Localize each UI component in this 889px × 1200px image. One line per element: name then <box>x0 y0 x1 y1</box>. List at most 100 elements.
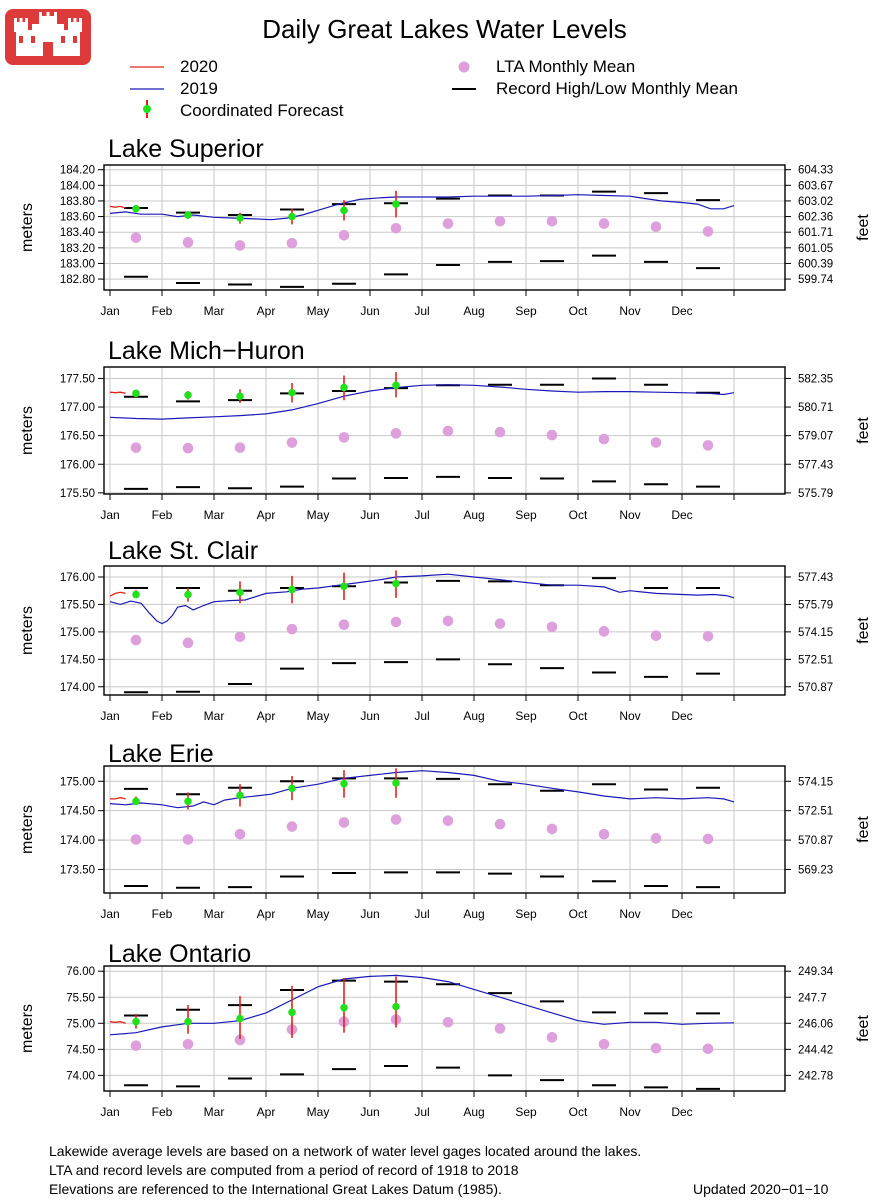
y2-tick-label: 246.06 <box>798 1018 833 1030</box>
y2-tick-label: 601.71 <box>798 227 833 239</box>
lta-point <box>234 631 246 643</box>
lta-point <box>390 616 402 628</box>
lta-point <box>598 433 610 445</box>
y-tick-label: 175.50 <box>60 599 95 611</box>
x-tick-label: Jun <box>360 907 379 921</box>
x-tick-label: Sep <box>515 907 537 921</box>
forecast-point <box>288 212 296 221</box>
x-tick-label: Feb <box>152 709 173 723</box>
lta-point <box>598 218 610 229</box>
y-tick-label: 174.50 <box>60 806 95 818</box>
y-tick-label: 183.00 <box>60 258 95 270</box>
y-tick-label: 177.50 <box>60 373 95 385</box>
x-tick-label: Sep <box>515 1105 537 1119</box>
y-axis-label: meters <box>19 203 36 252</box>
y-tick-label: 177.00 <box>60 402 95 414</box>
series-2020-line <box>109 205 126 209</box>
y2-tick-label: 575.79 <box>798 488 833 500</box>
x-tick-label: Sep <box>515 304 537 318</box>
y-tick-label: 176.00 <box>60 572 95 584</box>
plot-frame <box>103 765 786 894</box>
grid <box>104 165 785 290</box>
grid <box>104 566 785 695</box>
y2-tick-label: 242.78 <box>798 1070 833 1082</box>
lta-point <box>130 232 142 243</box>
y2-tick-label: 577.43 <box>798 459 833 471</box>
x-tick-label: Jul <box>414 508 429 522</box>
x-tick-label: Jul <box>414 1105 429 1119</box>
x-tick-label: Dec <box>671 1105 692 1119</box>
forecast-point <box>184 590 192 599</box>
lta-point <box>130 1040 142 1051</box>
forecast-point <box>236 791 244 800</box>
series-2020-line <box>109 591 126 597</box>
y-tick-label: 176.00 <box>60 459 95 471</box>
lta-point <box>546 823 558 835</box>
lta-point <box>598 626 610 637</box>
y-axis-label: meters <box>19 1004 36 1053</box>
lta-point <box>130 834 142 845</box>
x-tick-label: Jun <box>360 508 379 522</box>
lta-point <box>494 818 506 830</box>
legend-item-lta: LTA Monthly Mean <box>496 57 636 76</box>
lta-point <box>234 828 246 840</box>
lta-point <box>494 215 506 227</box>
lta-point <box>286 821 298 832</box>
x-tick-label: Apr <box>257 1105 276 1119</box>
x-tick-label: Aug <box>463 508 484 522</box>
x-tick-label: Apr <box>257 304 276 318</box>
y2-axis-label: feet <box>855 1015 872 1042</box>
chart-ontario: Lake Ontario 76.00 75.50 75.00 74.50 74.00 249… <box>19 940 872 1119</box>
x-tick-label: Mar <box>204 304 225 318</box>
x-tick-label: May <box>307 304 330 318</box>
forecast-point <box>288 585 296 594</box>
y-tick-label: 183.40 <box>60 227 95 239</box>
y-tick-label: 183.60 <box>60 212 95 224</box>
x-tick-label: Mar <box>204 1105 225 1119</box>
lta-point <box>494 1023 506 1034</box>
forecast-point <box>392 579 400 588</box>
forecast-point <box>288 784 296 793</box>
forecast-point <box>184 211 192 219</box>
y-tick-label: 76.00 <box>66 966 95 978</box>
forecast-point <box>184 1017 192 1026</box>
forecast-point <box>132 389 140 398</box>
y2-tick-label: 582.35 <box>798 373 833 385</box>
footnote-2: LTA and record levels are computed from … <box>49 1162 519 1178</box>
series-2020-line <box>109 391 126 394</box>
y2-tick-label: 602.36 <box>798 212 833 224</box>
y-tick-label: 75.00 <box>66 1018 95 1030</box>
lta-point <box>182 442 194 454</box>
chart-erie: Lake Erie 175.00 174.50 174.00 173.50 574.15 5… <box>19 740 872 921</box>
usace-castle-icon <box>4 8 92 71</box>
y2-tick-label: 600.39 <box>798 258 833 270</box>
x-tick-label: Oct <box>569 709 588 723</box>
series-2020-line <box>110 797 126 800</box>
y2-tick-label: 603.02 <box>798 196 833 208</box>
forecast-point <box>392 1002 400 1011</box>
lta-point <box>182 637 194 649</box>
x-tick-label: Jan <box>100 907 119 921</box>
y-tick-label: 175.50 <box>60 488 95 500</box>
lta-point <box>338 432 350 443</box>
y-tick-label: 175.00 <box>60 627 95 639</box>
lta-point <box>182 237 194 248</box>
forecast-point <box>184 797 192 806</box>
y-tick-label: 184.00 <box>60 180 95 192</box>
y2-axis-label: feet <box>855 214 872 241</box>
chart-title: Lake Superior <box>108 135 264 163</box>
y2-tick-label: 604.33 <box>798 165 833 177</box>
x-tick-label: May <box>307 709 330 723</box>
x-tick-label: Mar <box>204 907 225 921</box>
footnote-3: Elevations are referenced to the Interna… <box>49 1181 502 1197</box>
y2-tick-label: 574.15 <box>798 776 833 788</box>
lta-point <box>702 226 714 237</box>
y2-tick-label: 572.51 <box>798 654 833 666</box>
x-tick-label: Mar <box>204 508 225 522</box>
y-tick-label: 74.00 <box>66 1070 95 1082</box>
x-tick-label: Feb <box>152 1105 173 1119</box>
lta-point <box>702 833 714 845</box>
footnote-1: Lakewide average levels are based on a n… <box>49 1143 642 1159</box>
y-axis-label: meters <box>19 406 36 455</box>
